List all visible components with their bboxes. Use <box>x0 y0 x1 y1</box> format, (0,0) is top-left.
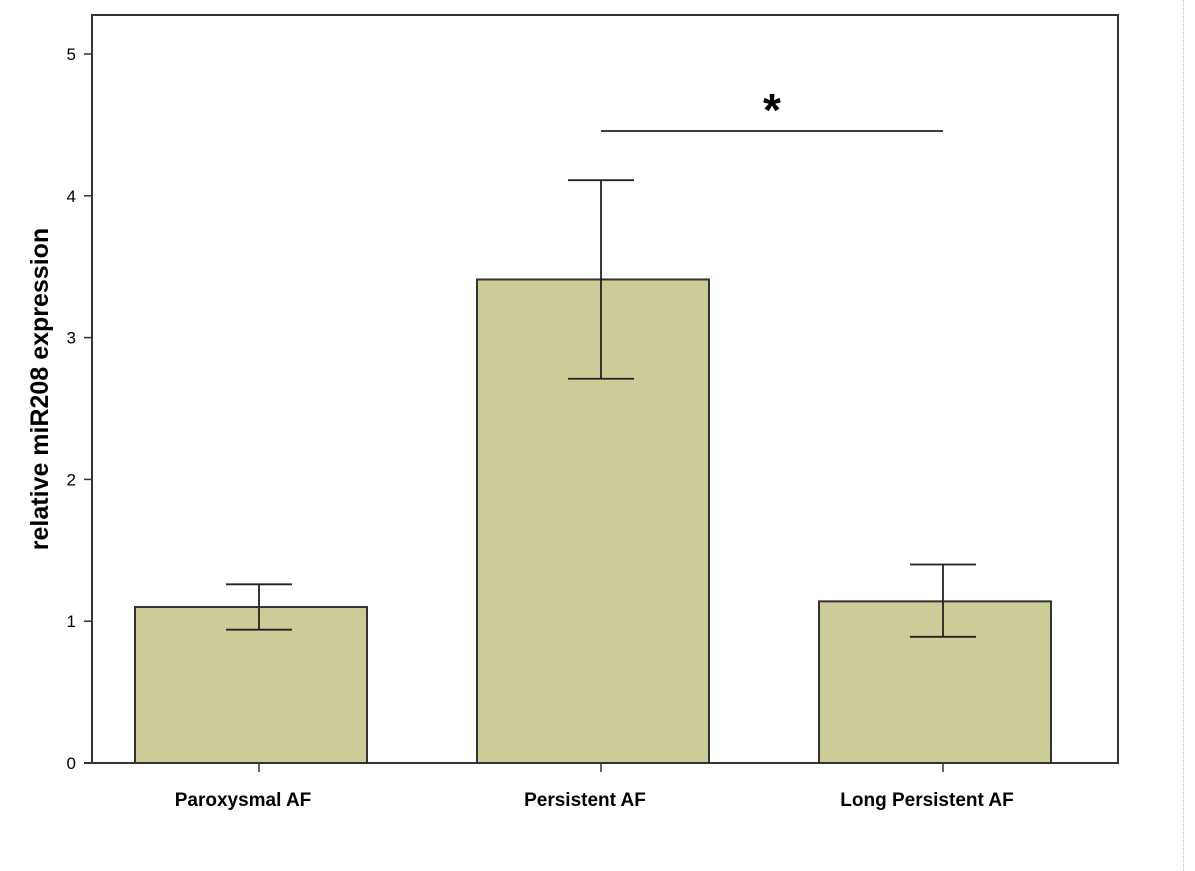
y-tick-label: 3 <box>67 329 76 348</box>
bar <box>818 600 1052 765</box>
y-tick-label: 4 <box>67 187 76 206</box>
error-bars <box>226 179 976 638</box>
y-tick-label: 2 <box>67 470 76 489</box>
significance-star: * <box>763 84 781 136</box>
x-category-label: Long Persistent AF <box>840 790 1013 811</box>
y-tick-label: 1 <box>67 612 76 631</box>
x-category-label: Persistent AF <box>524 790 646 811</box>
significance-annotation: * <box>601 84 943 136</box>
bar <box>134 606 368 765</box>
x-category-label: Paroxysmal AF <box>175 790 312 811</box>
y-tick-label: 5 <box>67 45 76 64</box>
bar <box>476 278 710 764</box>
x-axis: Paroxysmal AF Persistent AF Long Persisten… <box>175 763 1014 811</box>
bars <box>134 278 1052 765</box>
y-tick-label: 0 <box>67 754 76 773</box>
y-axis-title: relative miR208 expression <box>26 228 54 550</box>
page-edge-guide <box>1183 0 1184 871</box>
